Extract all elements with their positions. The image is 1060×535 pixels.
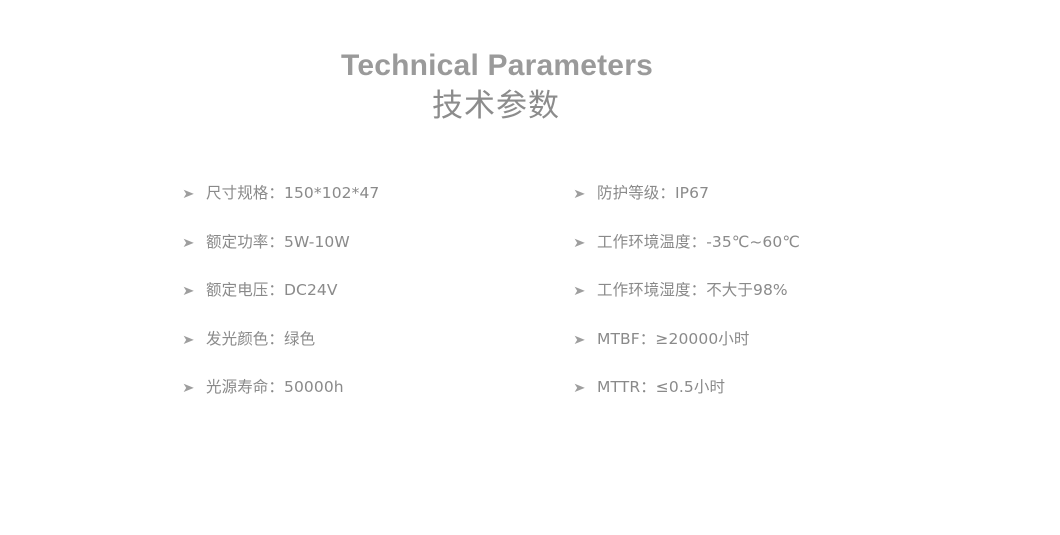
spec-item-mtbf: ➤ MTBF：≥20000小时 xyxy=(573,328,993,377)
spec-item-label: 发光颜色：绿色 xyxy=(206,329,316,348)
spec-item-light-color: ➤ 发光颜色：绿色 xyxy=(182,328,562,377)
arrow-bullet-icon: ➤ xyxy=(573,381,586,396)
arrow-bullet-icon: ➤ xyxy=(182,235,195,251)
spec-item-label: MTBF：≥20000小时 xyxy=(597,329,750,348)
spec-item-dimensions: ➤ 尺寸规格：150*102*47 xyxy=(182,182,562,231)
arrow-bullet-icon: ➤ xyxy=(573,332,586,348)
spec-item-operating-temperature: ➤ 工作环境温度：-35℃~60℃ xyxy=(573,231,993,280)
spec-column-right: ➤ 防护等级：IP67 ➤ 工作环境温度：-35℃~60℃ ➤ 工作环境湿度：不… xyxy=(573,182,993,425)
arrow-bullet-icon: ➤ xyxy=(573,187,586,202)
arrow-bullet-icon: ➤ xyxy=(573,284,586,299)
specifications-list: ➤ 尺寸规格：150*102*47 ➤ 额定功率：5W-10W ➤ 额定电压：D… xyxy=(0,182,1060,412)
spec-item-rated-voltage: ➤ 额定电压：DC24V xyxy=(182,279,562,328)
spec-item-label: 工作环境湿度：不大于98% xyxy=(597,281,788,299)
spec-item-label: 尺寸规格：150*102*47 xyxy=(206,184,380,202)
page-title-chinese: 技术参数 xyxy=(432,88,560,124)
page-title-english: Technical Parameters xyxy=(341,49,653,82)
arrow-bullet-icon: ➤ xyxy=(182,381,195,396)
arrow-bullet-icon: ➤ xyxy=(182,187,195,202)
spec-column-left: ➤ 尺寸规格：150*102*47 ➤ 额定功率：5W-10W ➤ 额定电压：D… xyxy=(182,182,562,425)
spec-item-ingress-protection: ➤ 防护等级：IP67 xyxy=(573,182,993,231)
spec-item-rated-power: ➤ 额定功率：5W-10W xyxy=(182,231,562,280)
heading-block: Technical Parameters 技术参数 xyxy=(0,48,1060,127)
spec-item-mttr: ➤ MTTR：≤0.5小时 xyxy=(573,376,993,425)
spec-item-label: 额定功率：5W-10W xyxy=(206,232,350,251)
arrow-bullet-icon: ➤ xyxy=(573,235,586,251)
spec-item-label: 防护等级：IP67 xyxy=(597,184,710,202)
spec-item-label: MTTR：≤0.5小时 xyxy=(597,378,726,396)
spec-item-label: 光源寿命：50000h xyxy=(206,378,344,396)
arrow-bullet-icon: ➤ xyxy=(182,332,195,348)
arrow-bullet-icon: ➤ xyxy=(182,284,195,299)
spec-item-operating-humidity: ➤ 工作环境湿度：不大于98% xyxy=(573,279,993,328)
spec-item-label: 额定电压：DC24V xyxy=(206,281,338,299)
spec-item-label: 工作环境温度：-35℃~60℃ xyxy=(597,232,800,251)
spec-item-light-source-lifetime: ➤ 光源寿命：50000h xyxy=(182,376,562,425)
